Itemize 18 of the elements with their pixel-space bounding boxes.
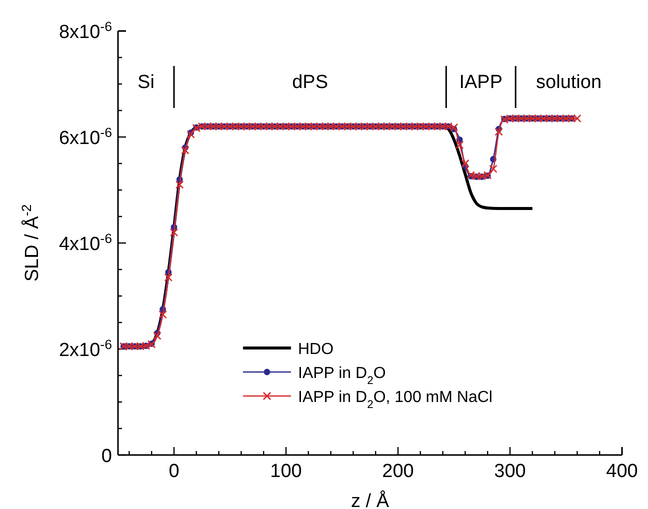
x-tick-label: 100: [270, 461, 302, 482]
annotation: IAPP: [459, 72, 503, 93]
legend-label: HDO: [298, 341, 334, 358]
annotation: Si: [138, 72, 154, 93]
x-tick-label: 300: [494, 461, 526, 482]
x-tick-label: 0: [168, 461, 180, 482]
annotation: solution: [536, 72, 602, 93]
legend-label: IAPP in D$_{2}$O, 100 mM NaCl: [298, 389, 492, 411]
x-axis-title: z / Å: [350, 490, 390, 509]
annotation: dPS: [292, 72, 328, 93]
x-tick-label: 200: [382, 461, 414, 482]
y-tick-label: 2x10$^{-6}$: [58, 336, 112, 361]
legend-label: IAPP in D$_{2}$O: [298, 365, 386, 387]
y-tick-label: 8x10$^{-6}$: [58, 18, 112, 43]
y-tick-label: 0: [101, 446, 112, 467]
y-tick-label: 4x10$^{-6}$: [58, 230, 112, 255]
x-tick-label: 400: [606, 461, 638, 482]
y-tick-label: 6x10$^{-6}$: [58, 124, 112, 149]
